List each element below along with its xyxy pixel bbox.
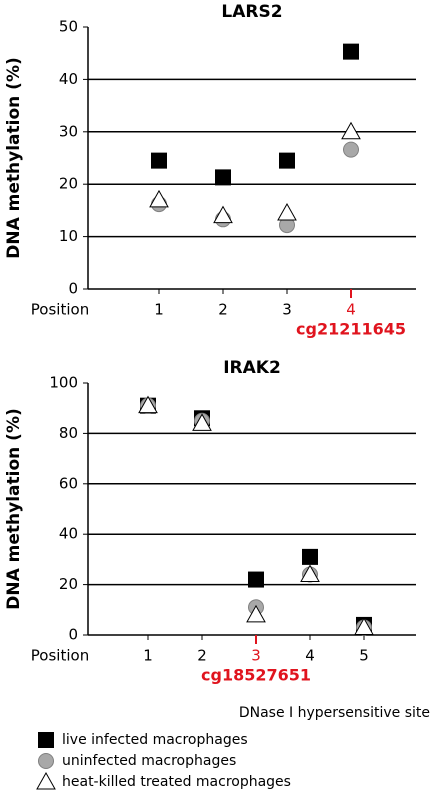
y-tick-label: 40: [59, 70, 78, 88]
triangle-marker: [341, 121, 361, 140]
x-axis-label: Position: [31, 647, 89, 665]
x-tick-label: 5: [359, 647, 369, 665]
square-marker: [215, 169, 231, 186]
legend-marker: [38, 753, 54, 769]
y-axis-label: DNA methylation (%): [4, 57, 24, 259]
square-marker: [343, 43, 359, 60]
x-tick-label: 1: [154, 301, 164, 319]
legend-label: heat-killed treated macrophages: [62, 774, 291, 790]
triangle-marker: [277, 203, 297, 221]
y-axis-label: DNA methylation (%): [4, 408, 24, 610]
y-tick-label: 40: [59, 525, 78, 543]
chart-title: LARS2: [221, 2, 282, 22]
legend-label: uninfected macrophages: [62, 753, 236, 769]
triangle-marker: [138, 395, 158, 414]
y-tick-label: 0: [68, 626, 78, 644]
y-tick-label: 20: [59, 575, 78, 593]
legend-label: live infected macrophages: [62, 732, 248, 748]
y-tick-label: 10: [59, 227, 78, 245]
y-tick-label: 80: [59, 424, 78, 442]
x-tick-label: 1: [143, 647, 153, 665]
x-tick-label: 4: [346, 301, 356, 319]
x-tick-label: 2: [197, 647, 207, 665]
circle-marker: [343, 141, 359, 158]
y-tick-label: 20: [59, 175, 78, 193]
chart-title: IRAK2: [223, 358, 281, 378]
square-marker: [302, 548, 318, 565]
square-marker: [151, 152, 167, 169]
x-axis-label: Position: [31, 301, 89, 319]
x-tick-label: 3: [282, 301, 292, 319]
triangle-marker: [300, 564, 320, 583]
x-tick-label: 2: [218, 301, 228, 319]
y-tick-label: 60: [59, 474, 78, 492]
y-tick-label: 50: [59, 18, 78, 36]
x-tick-label: 3: [251, 647, 261, 665]
y-tick-label: 0: [68, 280, 78, 298]
cpg-label: cg21211645: [296, 320, 406, 339]
y-tick-label: 30: [59, 122, 78, 140]
triangle-marker: [192, 413, 212, 431]
triangle-marker: [354, 617, 374, 635]
cpg-label: cg18527651: [201, 666, 311, 685]
triangle-marker: [213, 205, 233, 224]
square-marker: [248, 571, 264, 588]
triangle-marker: [246, 604, 266, 623]
x-tick-label: 4: [305, 647, 315, 665]
square-marker: [279, 152, 295, 169]
y-tick-label: 100: [49, 374, 78, 392]
triangle-marker: [149, 189, 169, 208]
annotation: DNase I hypersensitive site: [239, 705, 430, 721]
legend-marker: [36, 771, 56, 790]
legend-marker: [38, 732, 54, 748]
